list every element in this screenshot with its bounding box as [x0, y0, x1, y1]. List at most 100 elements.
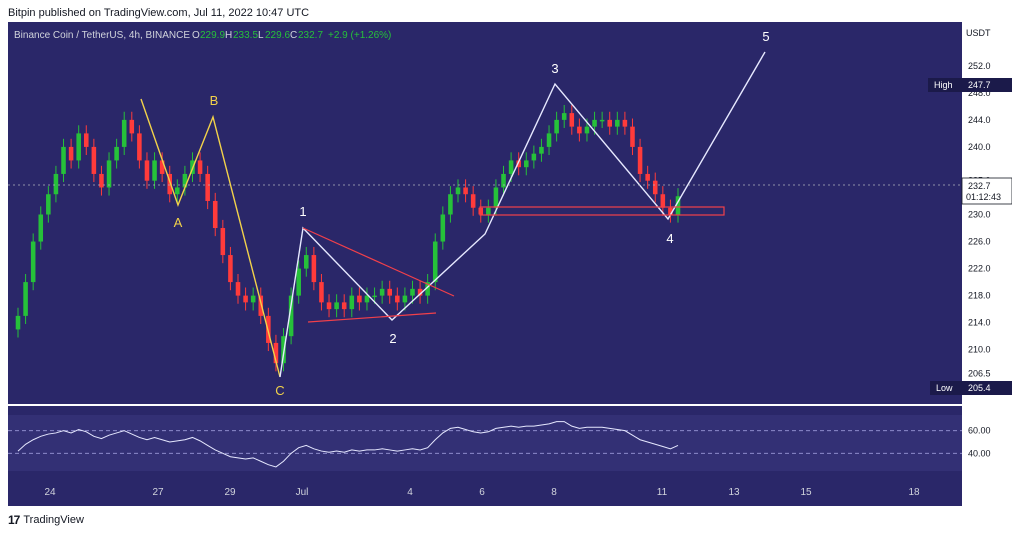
- candle-body: [402, 295, 408, 303]
- low-value-tag: [962, 381, 1012, 395]
- time-tick: 18: [908, 487, 920, 498]
- price-tick: 210.0: [968, 345, 991, 355]
- ohlc-change: +2.9 (+1.26%): [328, 30, 391, 41]
- candle-body: [319, 282, 324, 303]
- price-tick: 240.0: [968, 142, 991, 152]
- candle-body: [235, 282, 241, 296]
- candle-body: [144, 160, 150, 181]
- ohlc-close-label: C: [290, 30, 297, 41]
- low-tag: [930, 381, 962, 395]
- candle-body: [129, 119, 135, 134]
- price-tick: 218.0: [968, 291, 991, 301]
- tradingview-logo-icon: 17: [8, 513, 20, 527]
- candle-body: [501, 173, 506, 188]
- wave-label-a: A: [174, 215, 183, 230]
- candle-body: [660, 194, 666, 208]
- candle-body: [675, 196, 681, 215]
- wave-label-2: 2: [389, 331, 396, 346]
- candle-body: [121, 119, 127, 147]
- price-tick: 244.0: [968, 115, 991, 125]
- tradingview-footer[interactable]: 17 TradingView: [8, 513, 84, 527]
- candle-body: [15, 315, 21, 330]
- candle-body: [531, 153, 537, 161]
- ohlc-low-label: L: [258, 30, 264, 41]
- candle-body: [561, 113, 567, 120]
- high-value-tag: [962, 78, 1012, 92]
- low-value: 205.4: [968, 383, 991, 393]
- wave-label-3: 3: [551, 61, 558, 76]
- candle-body: [114, 146, 119, 161]
- chart-container[interactable]: Binance Coin / TetherUS, 4h, BINANCE O 2…: [8, 22, 1012, 506]
- candle-body: [220, 228, 226, 256]
- time-ticks: 24 27 29 Jul 4 6 8 11 13 15 18: [44, 487, 920, 498]
- candle-body: [273, 342, 279, 364]
- publish-header: Bitpin published on TradingView.com, Jul…: [8, 7, 310, 19]
- high-value: 247.7: [968, 80, 991, 90]
- candle-body: [668, 207, 673, 215]
- candles-layer: [15, 105, 681, 372]
- candle-body: [159, 160, 165, 174]
- ohlc-low: 229.6: [265, 30, 290, 41]
- candle-body: [478, 207, 484, 215]
- candle-body: [152, 160, 157, 181]
- main-pane[interactable]: [8, 22, 962, 404]
- candle-body: [592, 119, 597, 127]
- low-tag-label: Low: [936, 383, 953, 393]
- price-tick: 252.0: [968, 61, 991, 71]
- candle-body: [470, 194, 476, 208]
- candle-body: [175, 187, 180, 195]
- time-axis[interactable]: [8, 478, 962, 506]
- candle-body: [410, 288, 415, 296]
- price-tick: 248.0: [968, 88, 991, 98]
- candle-body: [607, 119, 612, 127]
- support-zone-box[interactable]: [479, 206, 725, 216]
- wave-label-5: 5: [762, 29, 769, 44]
- price-tick: 214.0: [968, 318, 991, 328]
- candle-body: [311, 255, 317, 283]
- wave-label-1: 1: [299, 204, 306, 219]
- candle-body: [448, 194, 453, 215]
- abc-wave-line[interactable]: [140, 98, 281, 378]
- candle-body: [326, 302, 332, 310]
- rsi-tick: 40.00: [968, 448, 991, 458]
- candle-body: [182, 173, 188, 188]
- candle-body: [379, 288, 385, 296]
- candle-body: [455, 187, 461, 195]
- candle-body: [554, 119, 559, 134]
- candle-body: [258, 295, 264, 316]
- candle-body: [440, 214, 446, 242]
- candle-body: [205, 173, 210, 201]
- ohlc-close: 232.7: [298, 30, 323, 41]
- candle-body: [288, 295, 294, 337]
- candle-body: [637, 146, 643, 174]
- rsi-band: [8, 415, 962, 471]
- candle-body: [23, 282, 28, 316]
- candle-body: [524, 160, 529, 168]
- time-tick: 13: [728, 487, 740, 498]
- triangle-upper-line[interactable]: [302, 227, 455, 297]
- triangle-lower-line[interactable]: [307, 312, 437, 323]
- time-tick: 29: [224, 487, 236, 498]
- candle-body: [486, 207, 491, 215]
- time-tick: Jul: [296, 487, 309, 498]
- time-tick: 8: [551, 487, 557, 498]
- candle-body: [84, 133, 89, 147]
- candle-body: [61, 146, 66, 174]
- ohlc-high-label: H: [225, 30, 232, 41]
- candle-body: [584, 126, 590, 134]
- tradingview-brand: TradingView: [23, 514, 84, 526]
- candle-body: [364, 295, 370, 303]
- time-tick: 11: [657, 487, 668, 498]
- candle-body: [599, 119, 605, 122]
- candle-body: [539, 146, 544, 154]
- price-tick: 222.0: [968, 264, 991, 274]
- candle-body: [349, 295, 355, 310]
- candle-body: [197, 160, 203, 174]
- candle-body: [652, 180, 658, 195]
- price-axis[interactable]: [962, 22, 1012, 506]
- time-tick: 27: [152, 487, 164, 498]
- candle-body: [106, 160, 112, 188]
- price-chart[interactable]: Binance Coin / TetherUS, 4h, BINANCE O 2…: [8, 22, 1012, 506]
- candle-body: [417, 288, 423, 296]
- ohlc-high: 233.5: [233, 30, 258, 41]
